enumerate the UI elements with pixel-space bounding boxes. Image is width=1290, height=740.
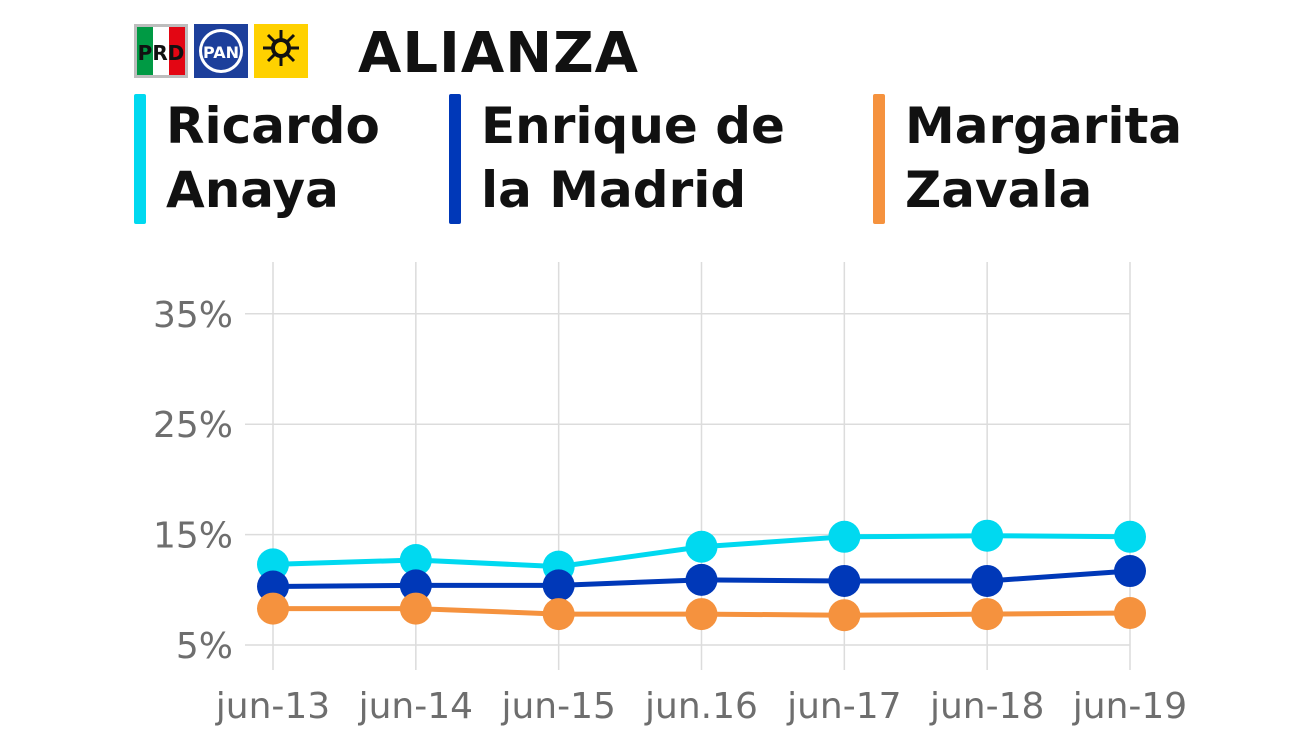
data-point: [1114, 520, 1146, 553]
x-tick-label: jun-17: [786, 686, 901, 727]
legend-label-line2: Anaya: [166, 161, 339, 219]
y-tick-label: 35%: [153, 295, 233, 336]
legend-label-line2: Zavala: [905, 161, 1093, 219]
chart-series: [257, 519, 1146, 632]
data-point: [1114, 596, 1146, 629]
x-tick-label: jun.16: [644, 686, 758, 727]
legend-color-bar: [449, 94, 461, 224]
data-point: [399, 592, 432, 625]
series: [257, 592, 1146, 632]
data-point: [685, 530, 718, 563]
mc-logo-icon: [254, 24, 308, 78]
y-tick-label: 5%: [176, 626, 233, 667]
legend-label-line1: Ricardo: [166, 97, 380, 155]
data-point: [257, 548, 289, 581]
x-tick-label: jun-13: [215, 686, 330, 727]
x-tick-label: jun-19: [1072, 686, 1187, 727]
x-axis-ticks: jun-13 jun-14 jun-15 jun.16 jun-17 jun-18 jun-…: [215, 686, 1187, 727]
y-tick-label: 15%: [153, 516, 233, 557]
series: [257, 519, 1146, 583]
x-tick-label: jun-14: [358, 686, 473, 727]
y-axis-ticks: 5% 15% 25% 35%: [153, 295, 233, 667]
data-point: [257, 592, 289, 625]
legend-label-line1: Margarita: [905, 97, 1183, 155]
data-point: [685, 563, 718, 596]
data-point: [685, 598, 718, 631]
svg-text:PRD: PRD: [138, 41, 185, 65]
data-point: [542, 569, 575, 602]
x-tick-label: jun-18: [929, 686, 1044, 727]
alliance-title: ALIANZA: [358, 21, 640, 86]
data-point: [399, 543, 432, 576]
legend-color-bar: [873, 94, 885, 224]
svg-text:PAN: PAN: [203, 43, 239, 62]
data-point: [828, 520, 861, 553]
legend-label-line2: la Madrid: [481, 161, 747, 219]
legend-label: Margarita Zavala: [905, 94, 1182, 222]
data-point: [1114, 555, 1146, 588]
data-point: [257, 570, 289, 603]
data-point: [971, 564, 1004, 597]
prd-logo-icon: PRD: [134, 24, 188, 78]
data-point: [971, 519, 1004, 552]
data-point: [971, 598, 1004, 631]
y-tick-label: 25%: [153, 405, 233, 446]
legend-label-line1: Enrique de: [481, 97, 785, 155]
data-point: [399, 569, 432, 602]
legend-label: Enrique de la Madrid: [481, 94, 785, 222]
x-tick-label: jun-15: [500, 686, 615, 727]
pan-logo-icon: PAN: [194, 24, 248, 78]
legend-label: Ricardo Anaya: [166, 94, 380, 222]
data-point: [542, 598, 575, 631]
legend-color-bar: [134, 94, 146, 224]
data-point: [828, 564, 861, 597]
data-point: [828, 599, 861, 632]
series: [257, 555, 1146, 603]
